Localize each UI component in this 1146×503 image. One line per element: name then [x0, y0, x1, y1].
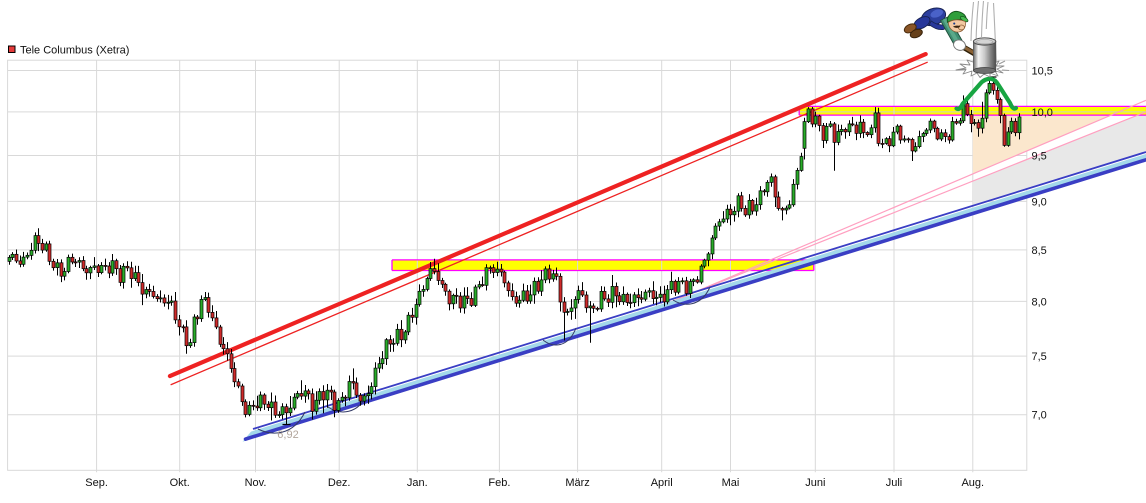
svg-text:April: April [651, 477, 673, 489]
svg-text:10,5: 10,5 [1032, 66, 1053, 78]
svg-text:9,0: 9,0 [1032, 196, 1047, 208]
svg-text:Juli: Juli [886, 477, 903, 489]
svg-text:9,5: 9,5 [1032, 151, 1047, 163]
svg-text:Mai: Mai [722, 477, 740, 489]
svg-text:Nov.: Nov. [245, 477, 267, 489]
svg-text:7,0: 7,0 [1032, 410, 1047, 422]
svg-text:Tele Columbus (Xetra): Tele Columbus (Xetra) [20, 45, 129, 57]
svg-text:10,0: 10,0 [1032, 107, 1053, 119]
svg-text:7,5: 7,5 [1032, 351, 1047, 363]
svg-text:Dez.: Dez. [328, 477, 351, 489]
svg-text:Aug.: Aug. [961, 477, 984, 489]
svg-text:Jan.: Jan. [407, 477, 428, 489]
svg-text:6,92: 6,92 [277, 429, 298, 441]
svg-text:Okt.: Okt. [170, 477, 190, 489]
svg-text:März: März [565, 477, 589, 489]
svg-text:8,5: 8,5 [1032, 245, 1047, 257]
svg-text:Juni: Juni [805, 477, 825, 489]
svg-text:Feb.: Feb. [488, 477, 510, 489]
svg-text:Sep.: Sep. [85, 477, 108, 489]
svg-text:8,0: 8,0 [1032, 296, 1047, 308]
